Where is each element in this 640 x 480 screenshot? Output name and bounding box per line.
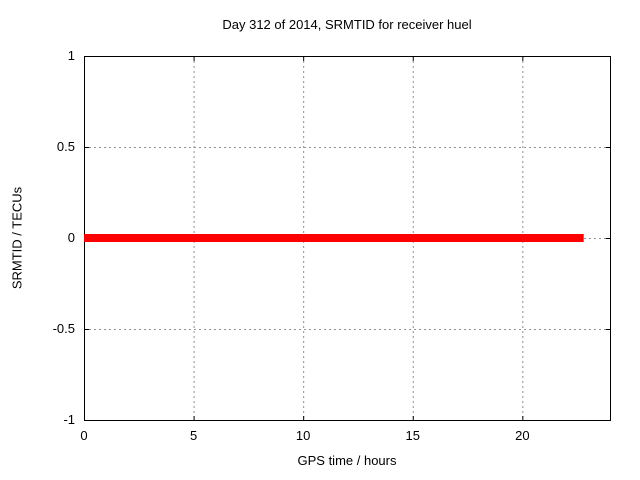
x-tick-label: 10 xyxy=(295,428,311,443)
y-tick-label: 1 xyxy=(67,48,75,63)
y-tick-label: -0.5 xyxy=(52,321,75,336)
x-tick-label: 15 xyxy=(405,428,420,443)
y-tick-label: 0.5 xyxy=(56,139,75,154)
x-tick-label: 20 xyxy=(515,428,530,443)
y-tick-label: -1 xyxy=(63,412,75,427)
y-tick-label: 0 xyxy=(67,230,75,245)
x-axis-label: GPS time / hours xyxy=(297,453,397,468)
x-tick-label: 0 xyxy=(80,428,88,443)
x-tick-label: 5 xyxy=(189,428,198,443)
chart-title: Day 312 of 2014, SRMTID for receiver hue… xyxy=(222,17,472,32)
